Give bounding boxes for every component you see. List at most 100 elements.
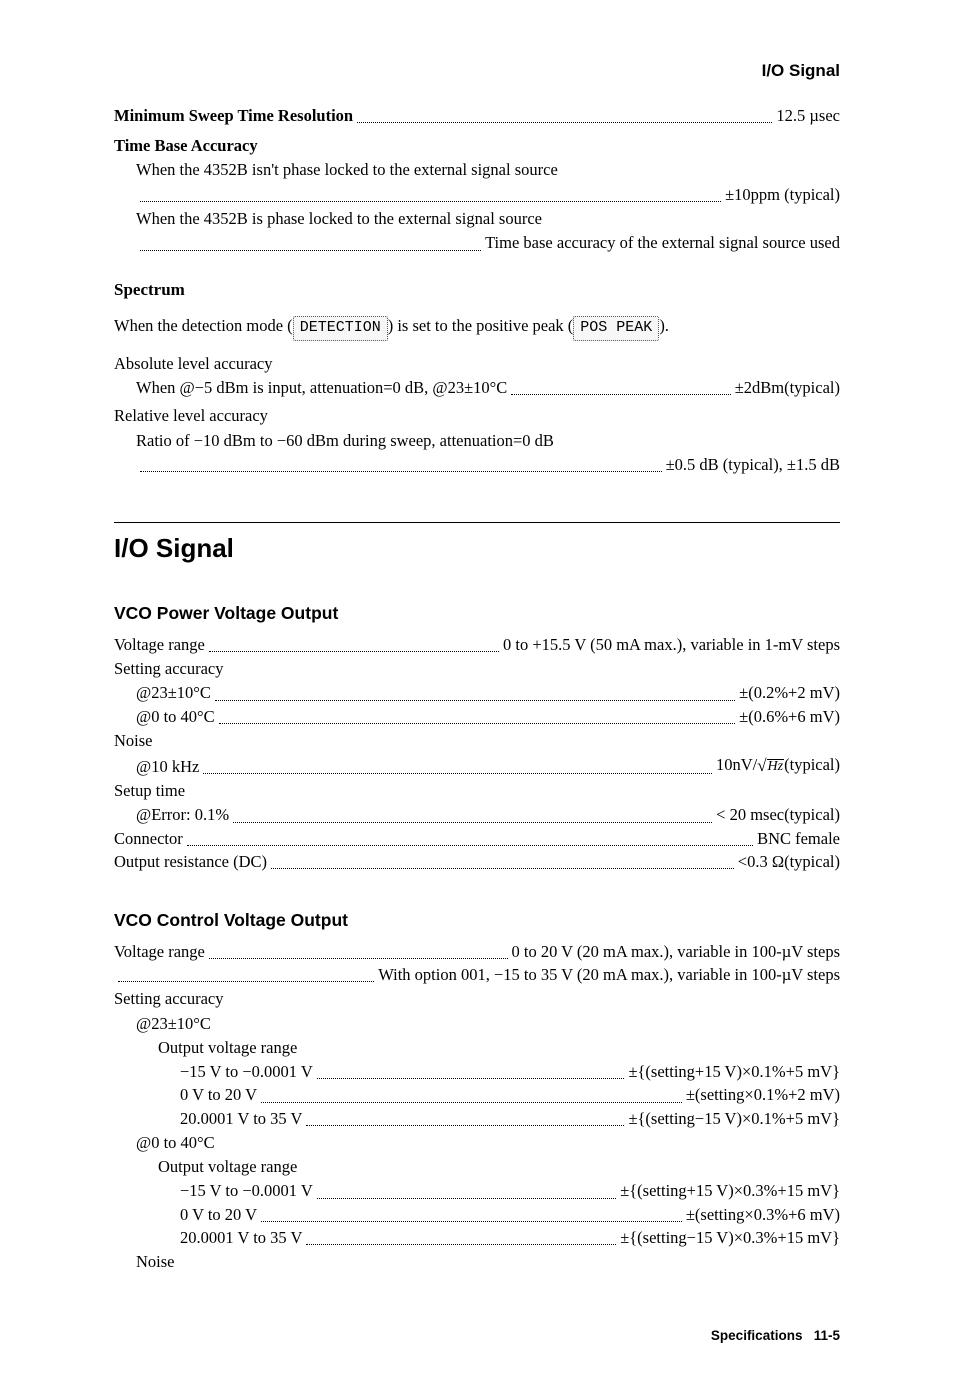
abs-level-row: When @−5 dBm is input, attenuation=0 dB,… [114,377,840,399]
leader-dots [306,1244,616,1245]
vco-control-cond2: @0 to 40°C [114,1132,840,1154]
vco-control-c2r3-l: 20.0001 V to 35 V [180,1227,302,1249]
vco-power-vr-row: Voltage range 0 to +15.5 V (50 mA max.),… [114,634,840,656]
rel-level-row: ±0.5 dB (typical), ±1.5 dB [114,454,840,476]
abs-level-title: Absolute level accuracy [114,353,840,375]
min-sweep-label: Minimum Sweep Time Resolution [114,105,353,127]
spectrum-intro: When the detection mode (DETECTION) is s… [114,315,840,340]
leader-dots [209,651,499,652]
vco-control-c1r3-l: 20.0001 V to 35 V [180,1108,302,1130]
vco-power-setup-row: @Error: 0.1% < 20 msec(typical) [114,804,840,826]
leader-dots [261,1221,682,1222]
vco-power-noise-title: Noise [114,730,840,752]
vco-control-c2r3-v: ±{(setting−15 V)×0.3%+15 mV} [620,1227,840,1249]
vco-power-noise-label: @10 kHz [136,756,199,778]
time-base-title: Time Base Accuracy [114,135,840,157]
leader-dots [118,981,374,982]
vco-power-noise-row: @10 kHz 10nV/√Hz(typical) [114,754,840,778]
rel-level-value: ±0.5 dB (typical), ±1.5 dB [666,454,840,476]
vco-control-ovr-title1: Output voltage range [114,1037,840,1059]
vco-power-vr-label: Voltage range [114,634,205,656]
leader-dots [317,1198,616,1199]
rel-level-title: Relative level accuracy [114,405,840,427]
vco-control-setting-acc-title: Setting accuracy [114,988,840,1010]
time-base-not-locked-text: When the 4352B isn't phase locked to the… [114,159,840,181]
leader-dots [140,250,481,251]
vco-control-c1r1: −15 V to −0.0001 V ±{(setting+15 V)×0.1%… [114,1061,840,1083]
spectrum-intro-pre: When the detection mode ( [114,316,293,335]
abs-level-value: ±2dBm(typical) [735,377,840,399]
vco-power-sa1-label: @23±10°C [136,682,211,704]
vco-power-outres-row: Output resistance (DC) <0.3 Ω(typical) [114,851,840,873]
detection-button-box: DETECTION [293,316,388,340]
vco-control-c1r1-v: ±{(setting+15 V)×0.1%+5 mV} [628,1061,840,1083]
footer-label: Specifications [711,1328,803,1343]
vco-power-sa2-label: @0 to 40°C [136,706,215,728]
vco-control-vr-row2: With option 001, −15 to 35 V (20 mA max.… [114,964,840,986]
vco-power-sa2-row: @0 to 40°C ±(0.6%+6 mV) [114,706,840,728]
abs-level-label: When @−5 dBm is input, attenuation=0 dB,… [136,377,507,399]
spectrum-intro-mid: ) is set to the positive peak ( [388,316,574,335]
vco-power-connector-value: BNC female [757,828,840,850]
vco-control-c1r3-v: ±{(setting−15 V)×0.1%+5 mV} [628,1108,840,1130]
leader-dots [317,1078,625,1079]
time-base-locked-row: Time base accuracy of the external signa… [114,232,840,254]
leader-dots [140,201,721,202]
vco-power-outres-label: Output resistance (DC) [114,851,267,873]
vco-control-c2r2-v: ±(setting×0.3%+6 mV) [686,1204,840,1226]
section-rule [114,522,840,531]
vco-control-cond1: @23±10°C [114,1013,840,1035]
time-base-not-locked-value: ±10ppm (typical) [725,184,840,206]
page-header-right: I/O Signal [114,60,840,83]
vco-control-title: VCO Control Voltage Output [114,909,840,933]
leader-dots [357,122,772,123]
vco-power-connector-label: Connector [114,828,183,850]
vco-control-vr-value1: 0 to 20 V (20 mA max.), variable in 100-… [512,941,840,963]
vco-power-outres-value: <0.3 Ω(typical) [738,851,840,873]
vco-power-setting-acc-title: Setting accuracy [114,658,840,680]
time-base-not-locked-row: ±10ppm (typical) [114,184,840,206]
vco-control-vr-row1: Voltage range 0 to 20 V (20 mA max.), va… [114,941,840,963]
vco-power-sa1-row: @23±10°C ±(0.2%+2 mV) [114,682,840,704]
vco-control-vr-label: Voltage range [114,941,205,963]
rel-level-label: Ratio of −10 dBm to −60 dBm during sweep… [114,430,840,452]
leader-dots [215,700,735,701]
leader-dots [140,471,662,472]
vco-power-sa1-value: ±(0.2%+2 mV) [739,682,840,704]
vco-power-sa2-value: ±(0.6%+6 mV) [739,706,840,728]
leader-dots [271,868,734,869]
min-sweep-value: 12.5 µsec [776,105,840,127]
vco-power-connector-row: Connector BNC female [114,828,840,850]
vco-control-c2r2-l: 0 V to 20 V [180,1204,257,1226]
leader-dots [187,845,753,846]
footer-page: 11-5 [814,1328,840,1343]
vco-power-noise-value: 10nV/√Hz(typical) [716,754,840,778]
io-signal-title: I/O Signal [114,531,840,566]
vco-control-c1r2: 0 V to 20 V ±(setting×0.1%+2 mV) [114,1084,840,1106]
vco-control-c2r1: −15 V to −0.0001 V ±{(setting+15 V)×0.3%… [114,1180,840,1202]
vco-control-noise-title: Noise [114,1251,840,1273]
leader-dots [233,822,712,823]
leader-dots [219,723,736,724]
vco-control-c1r2-v: ±(setting×0.1%+2 mV) [686,1084,840,1106]
page-footer: Specifications 11-5 [114,1327,840,1345]
vco-control-ovr-title2: Output voltage range [114,1156,840,1178]
vco-control-c1r3: 20.0001 V to 35 V ±{(setting−15 V)×0.1%+… [114,1108,840,1130]
time-base-locked-text: When the 4352B is phase locked to the ex… [114,208,840,230]
pos-peak-button-box: POS PEAK [573,316,659,340]
vco-control-c2r2: 0 V to 20 V ±(setting×0.3%+6 mV) [114,1204,840,1226]
spectrum-title: Spectrum [114,279,840,302]
vco-control-c1r2-l: 0 V to 20 V [180,1084,257,1106]
leader-dots [306,1125,624,1126]
leader-dots [203,773,712,774]
spectrum-intro-post: ). [659,316,669,335]
vco-power-setup-label: @Error: 0.1% [136,804,229,826]
min-sweep-row: Minimum Sweep Time Resolution 12.5 µsec [114,105,840,127]
vco-power-vr-value: 0 to +15.5 V (50 mA max.), variable in 1… [503,634,840,656]
vco-power-title: VCO Power Voltage Output [114,602,840,626]
time-base-locked-value: Time base accuracy of the external signa… [485,232,840,254]
vco-power-setup-title: Setup time [114,780,840,802]
vco-control-c2r1-l: −15 V to −0.0001 V [180,1180,313,1202]
leader-dots [511,394,730,395]
vco-control-c2r1-v: ±{(setting+15 V)×0.3%+15 mV} [620,1180,840,1202]
